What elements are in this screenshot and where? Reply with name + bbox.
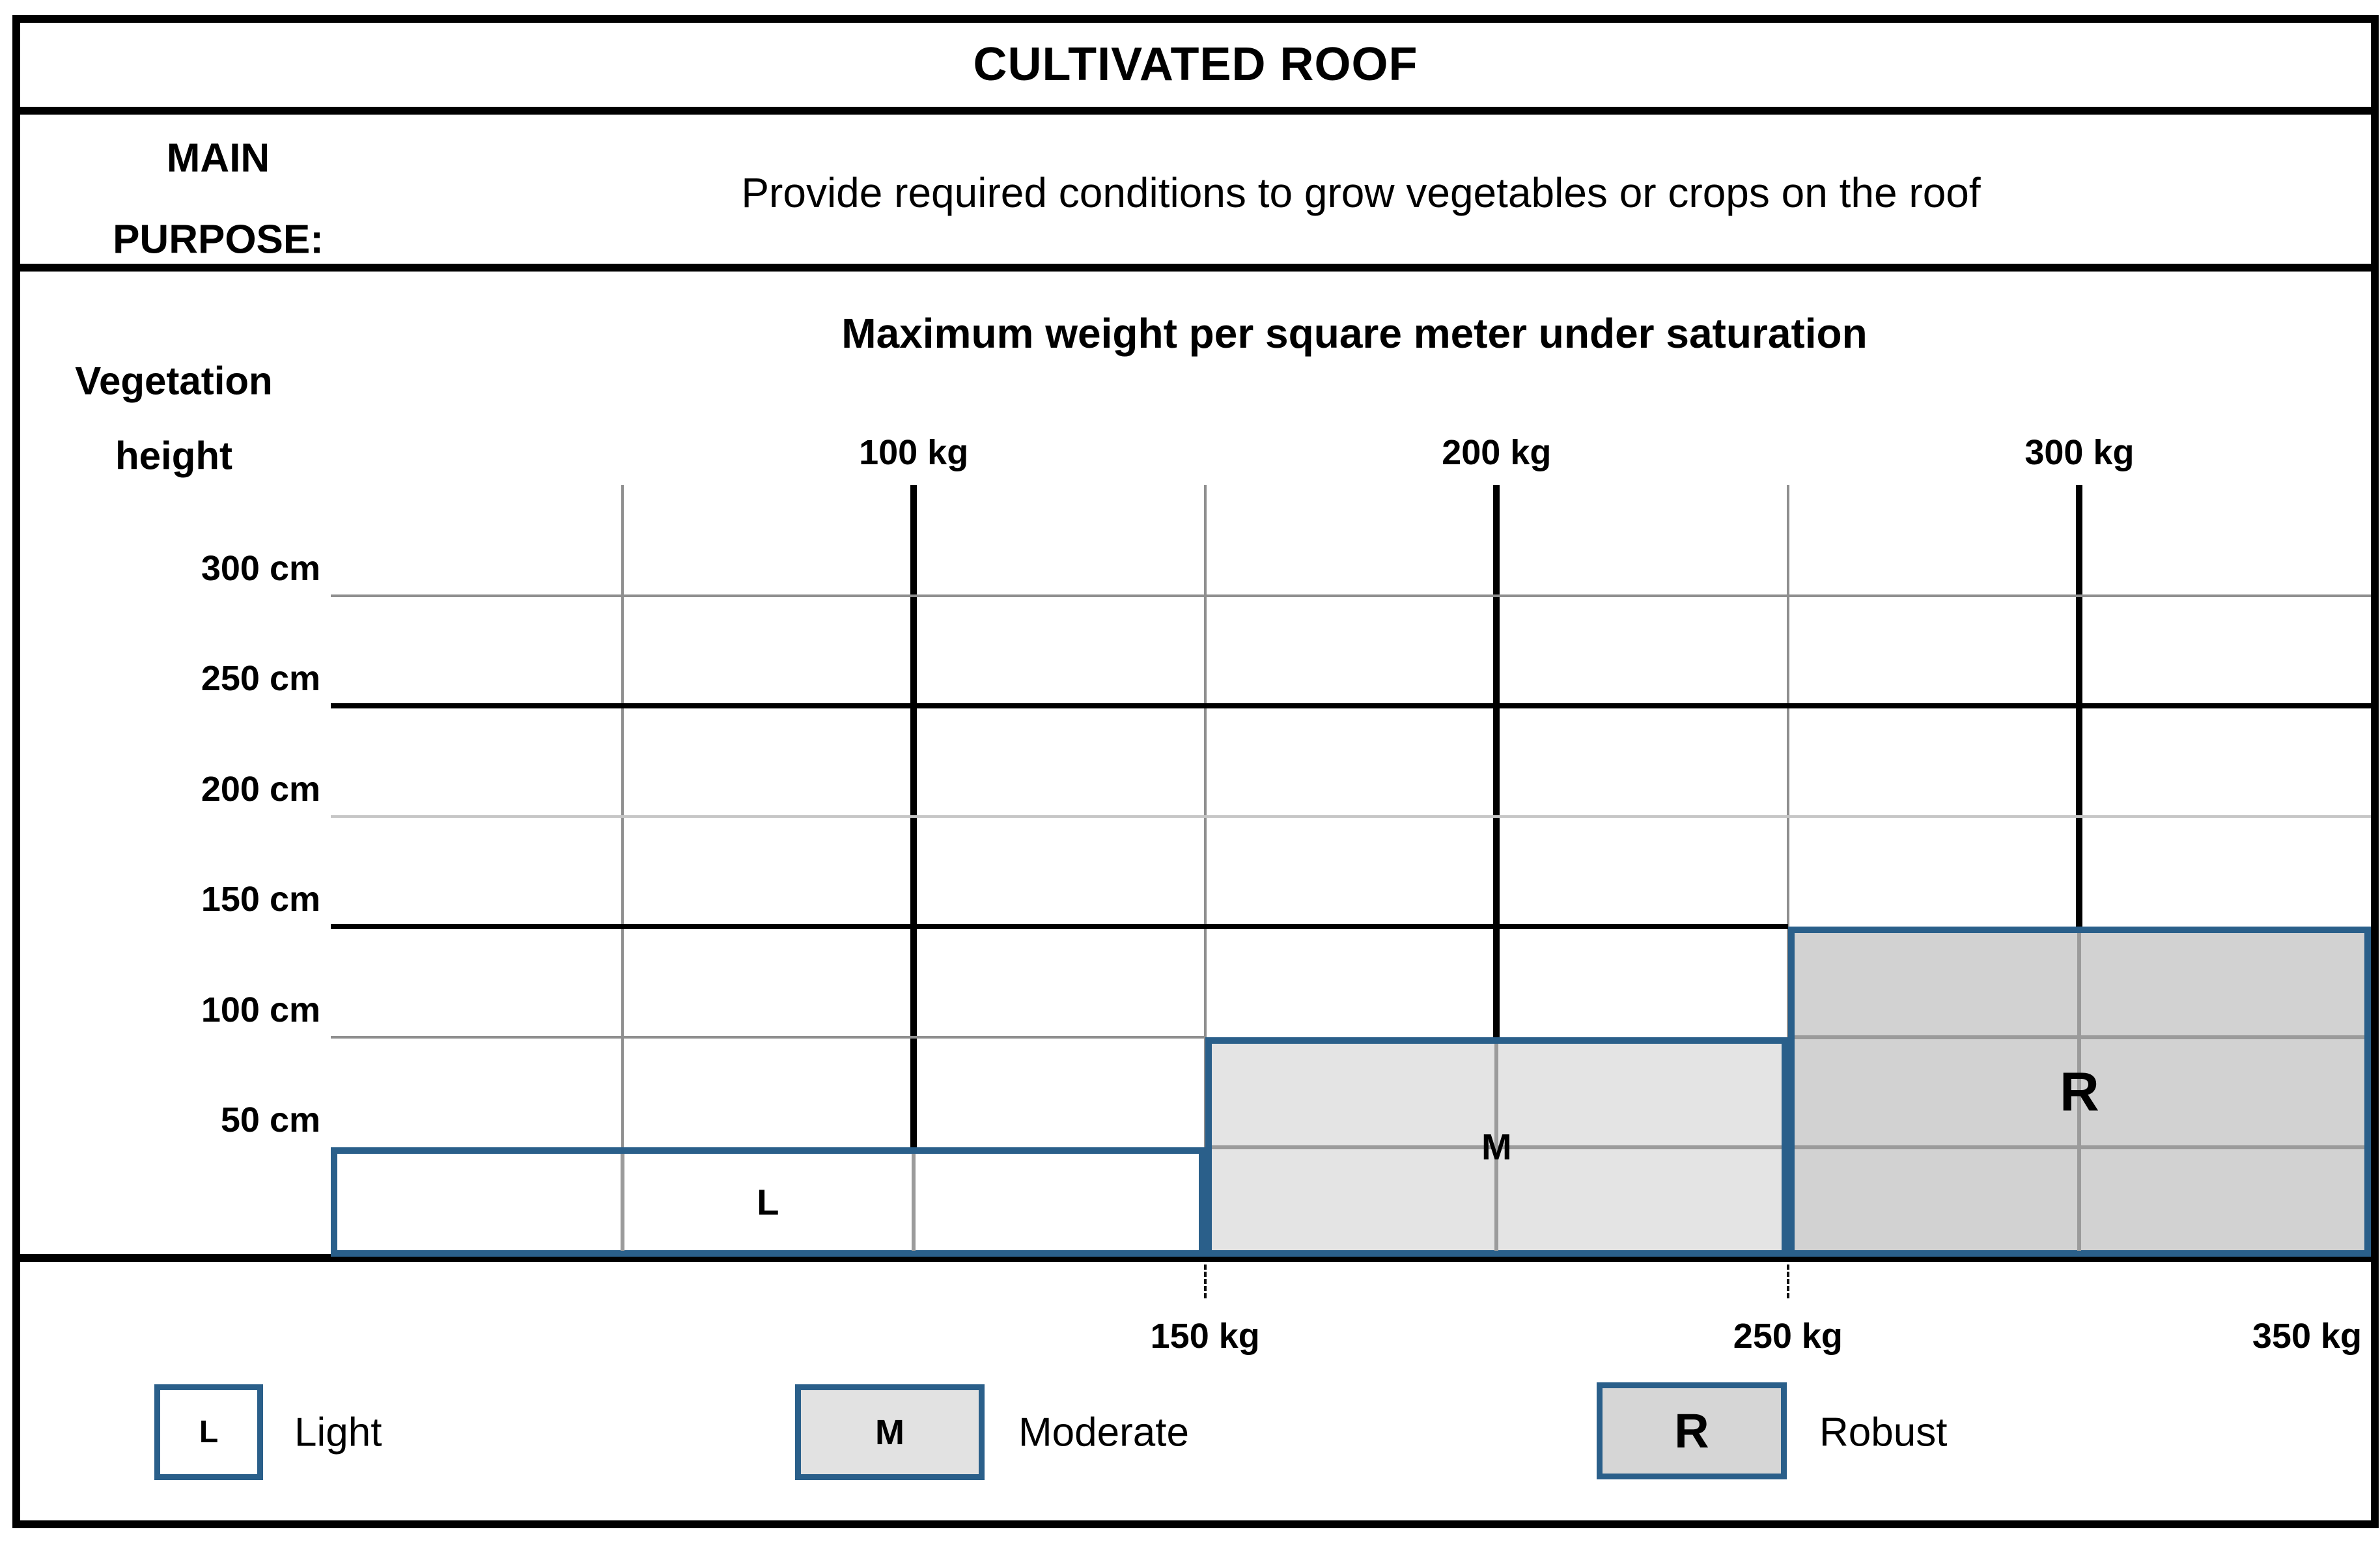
main-purpose-label-line1: MAIN	[166, 135, 270, 181]
x-tick-bottom-150kg: 150 kg	[1150, 1317, 1260, 1356]
region-L	[331, 1147, 1205, 1257]
legend-label-light: Light	[294, 1410, 382, 1455]
legend-label-robust: Robust	[1819, 1410, 1948, 1455]
y-tick-100cm: 100 cm	[201, 990, 320, 1029]
x-gridline-50kg	[621, 485, 624, 1254]
y-tick-50cm: 50 cm	[220, 1100, 320, 1140]
x-tick-bottom-250kg: 250 kg	[1733, 1317, 1843, 1356]
y-tick-150cm: 150 cm	[201, 880, 320, 919]
region-R-inner-y-50cm	[1794, 1145, 2364, 1150]
y-tick-250cm: 250 cm	[201, 659, 320, 699]
y-gridline-100cm-seg0	[331, 1035, 1205, 1039]
y-tick-200cm: 200 cm	[201, 769, 320, 809]
legend-key-moderate: M	[875, 1412, 904, 1452]
y-tick-300cm: 300 cm	[201, 548, 320, 588]
region-label-L: L	[757, 1181, 779, 1223]
region-M-inner-y-50cm	[1211, 1145, 1782, 1150]
x-gridline-100kg	[910, 485, 917, 1254]
region-label-R: R	[2060, 1061, 2099, 1123]
region-label-M: M	[1481, 1126, 1512, 1167]
x-gridline-200kg	[1493, 485, 1500, 1254]
title-row-separator	[20, 107, 2371, 115]
x-gridline-150kg	[1203, 485, 1207, 1254]
y-axis-title-line1: Vegetation	[75, 359, 273, 403]
y-gridline-250cm-seg0	[331, 703, 2371, 709]
legend-key-robust: R	[1674, 1404, 1709, 1458]
legend-label-moderate: Moderate	[1018, 1410, 1189, 1455]
legend-swatch-M: M	[795, 1384, 985, 1480]
x-tick-dash-150kg	[1203, 1265, 1207, 1298]
chart-title: Maximum weight per square meter under sa…	[841, 310, 1868, 357]
x-gridline-250kg	[1786, 485, 1789, 1254]
region-R-inner-x-300kg	[2077, 933, 2082, 1251]
region-L-inner-x-100kg	[912, 1154, 916, 1251]
page-title: CULTIVATED ROOF	[973, 38, 1418, 91]
main-purpose-label-line2: PURPOSE:	[113, 217, 324, 262]
region-L-inner-x-50kg	[620, 1154, 624, 1251]
legend-key-light: L	[199, 1415, 219, 1449]
x-tick-top-100kg: 100 kg	[859, 433, 969, 472]
x-tick-bottom-350kg: 350 kg	[2252, 1317, 2362, 1356]
legend-swatch-R: R	[1597, 1382, 1787, 1479]
legend-swatch-L: L	[154, 1384, 263, 1480]
y-gridline-150cm-seg0	[331, 924, 1788, 930]
y-gridline-300cm-seg0	[331, 594, 2371, 597]
y-axis-title-line2: height	[115, 434, 232, 478]
x-tick-dash-250kg	[1786, 1265, 1789, 1298]
purpose-row-separator	[20, 264, 2371, 272]
x-tick-top-300kg: 300 kg	[2024, 433, 2135, 472]
y-gridline-200cm-seg0	[331, 815, 2371, 818]
x-tick-top-200kg: 200 kg	[1442, 433, 1552, 472]
main-purpose-text: Provide required conditions to grow vege…	[741, 169, 1981, 216]
x-gridline-300kg	[2076, 485, 2083, 1254]
region-R-inner-y-100cm	[1794, 1035, 2364, 1039]
